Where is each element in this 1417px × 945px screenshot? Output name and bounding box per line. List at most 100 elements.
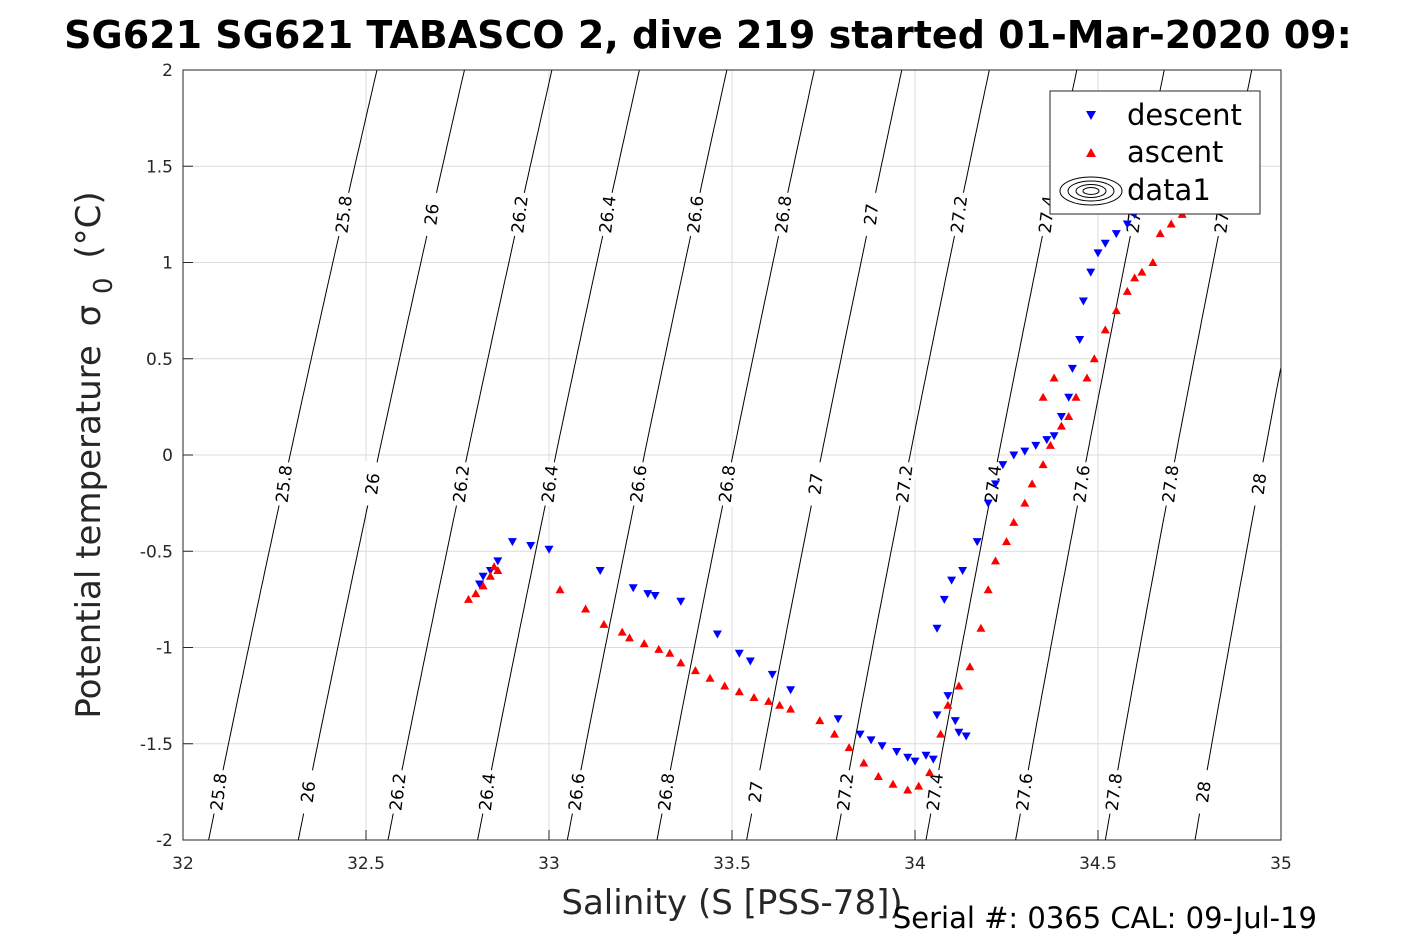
contour-label-group: 27.6 [1068,460,1095,507]
ascent-point [954,681,964,690]
contour-label: 26.2 [386,772,410,812]
ascent-point [1130,273,1140,282]
contour-label-group: 26.6 [625,460,652,507]
x-tick-label: 35 [1270,854,1292,874]
ascent-point [654,644,664,653]
contour-label-bg [770,191,796,238]
ascent-point [991,556,1000,565]
descent-point [643,590,653,599]
contour-label-group: 26.4 [594,191,621,238]
ascent-point [665,648,675,657]
y-axis-label: Potential temperature σ 0 (°C) [69,191,121,718]
x-tick-label: 34 [904,854,926,874]
ascent-point [830,729,839,738]
contour-label: 27.2 [893,464,917,504]
descent-point [1111,230,1121,239]
ascent-point [690,666,700,675]
ascent-point [625,633,634,642]
ascent-point [1045,440,1055,449]
contour-label: 27.6 [1013,772,1037,812]
ascent-point [1089,354,1099,363]
descent-point [921,751,931,760]
contour-label-bg [1101,768,1127,815]
descent-point [998,461,1008,470]
descent-point [507,538,517,547]
contour-label-group: 25.8 [205,768,232,815]
contour-label-group: 26.6 [563,768,590,815]
descent-point [855,730,865,739]
ascent-point [925,768,935,777]
x-axis-ticks: 32 32.5 33 33.5 34 34.5 35 [172,830,1292,874]
ascent-point [599,619,609,628]
contour-label-group: 25.8 [271,460,297,507]
descent-point [1093,249,1103,258]
x-tick-label: 33.5 [713,854,751,874]
descent-point [745,657,755,666]
contour-label-bg [1011,768,1037,815]
ascent-point [555,585,565,594]
descent-point [595,567,605,575]
contour-label: 28 [1193,780,1215,804]
descent-point [950,717,960,726]
descent-point [526,542,536,550]
contour-label: 28 [1249,472,1271,496]
descent-point [928,755,938,764]
ascent-point [464,594,473,603]
ascent-point [815,716,825,725]
contour-label: 26.2 [450,464,474,504]
contour-label: 26.6 [684,195,708,235]
contour-line-28 [1194,368,1282,841]
contour-label: 27.2 [834,772,858,812]
contour-label-group: 25.8 [331,191,357,238]
contour-label-bg [714,460,740,507]
contour-label-group: 27.8 [1101,768,1127,815]
descent-series [475,210,1140,766]
ascent-point [1137,267,1147,276]
contour-label-bg [922,768,948,815]
legend-descent-label: descent [1127,98,1242,132]
contour-label-group: 27 [803,460,829,507]
contour-label-group: 26 [295,768,321,815]
contour-label-bg [384,768,411,815]
ascent-point [844,743,854,752]
descent-point [478,572,488,581]
contour-label: 25.8 [273,464,297,504]
contour-label-bg [625,460,652,507]
descent-point [877,742,887,751]
x-axis-label: Salinity (S [PSS-78]) [561,883,902,923]
descent-point [544,545,554,554]
descent-point [1078,297,1088,306]
y-tick-label: 1 [162,254,173,274]
contour-label: 26.8 [655,772,679,812]
contour-label-group: 26.8 [770,191,796,238]
contour-label-bg [803,460,829,507]
descent-point [650,592,660,600]
contour-label: 27.4 [924,772,948,812]
descent-point [1020,447,1030,456]
descent-point [1009,451,1019,460]
y-tick-label: -1 [156,639,173,659]
ascent-point [1166,219,1176,228]
contour-label: 25.8 [207,772,231,812]
descent-point [1049,432,1059,441]
contour-label-bg [1068,460,1095,507]
ascent-point [936,729,946,738]
contour-label-bg [832,768,858,815]
contour-label-bg [448,460,474,507]
ascent-point [775,700,785,709]
y-tick-label: -2 [156,831,173,851]
contour-label-group: 27.4 [922,768,948,815]
contour-label: 27.6 [1070,464,1094,504]
y-axis-label-text: Potential temperature [69,345,109,718]
y-tick-label: 2 [162,61,173,81]
y-axis-label-group: Potential temperature σ 0 (°C) [69,191,121,718]
serial-calibration-text: Serial #: 0365 CAL: 09-Jul-19 [893,901,1317,935]
legend: descent ascent data1 [1049,90,1261,215]
descent-point [786,686,796,695]
legend-contour-marker [1059,176,1123,206]
ascent-point [873,772,883,780]
contour-label: 26 [421,203,443,227]
contour-label-group: 27.2 [946,191,972,238]
contour-label: 26 [362,472,384,496]
